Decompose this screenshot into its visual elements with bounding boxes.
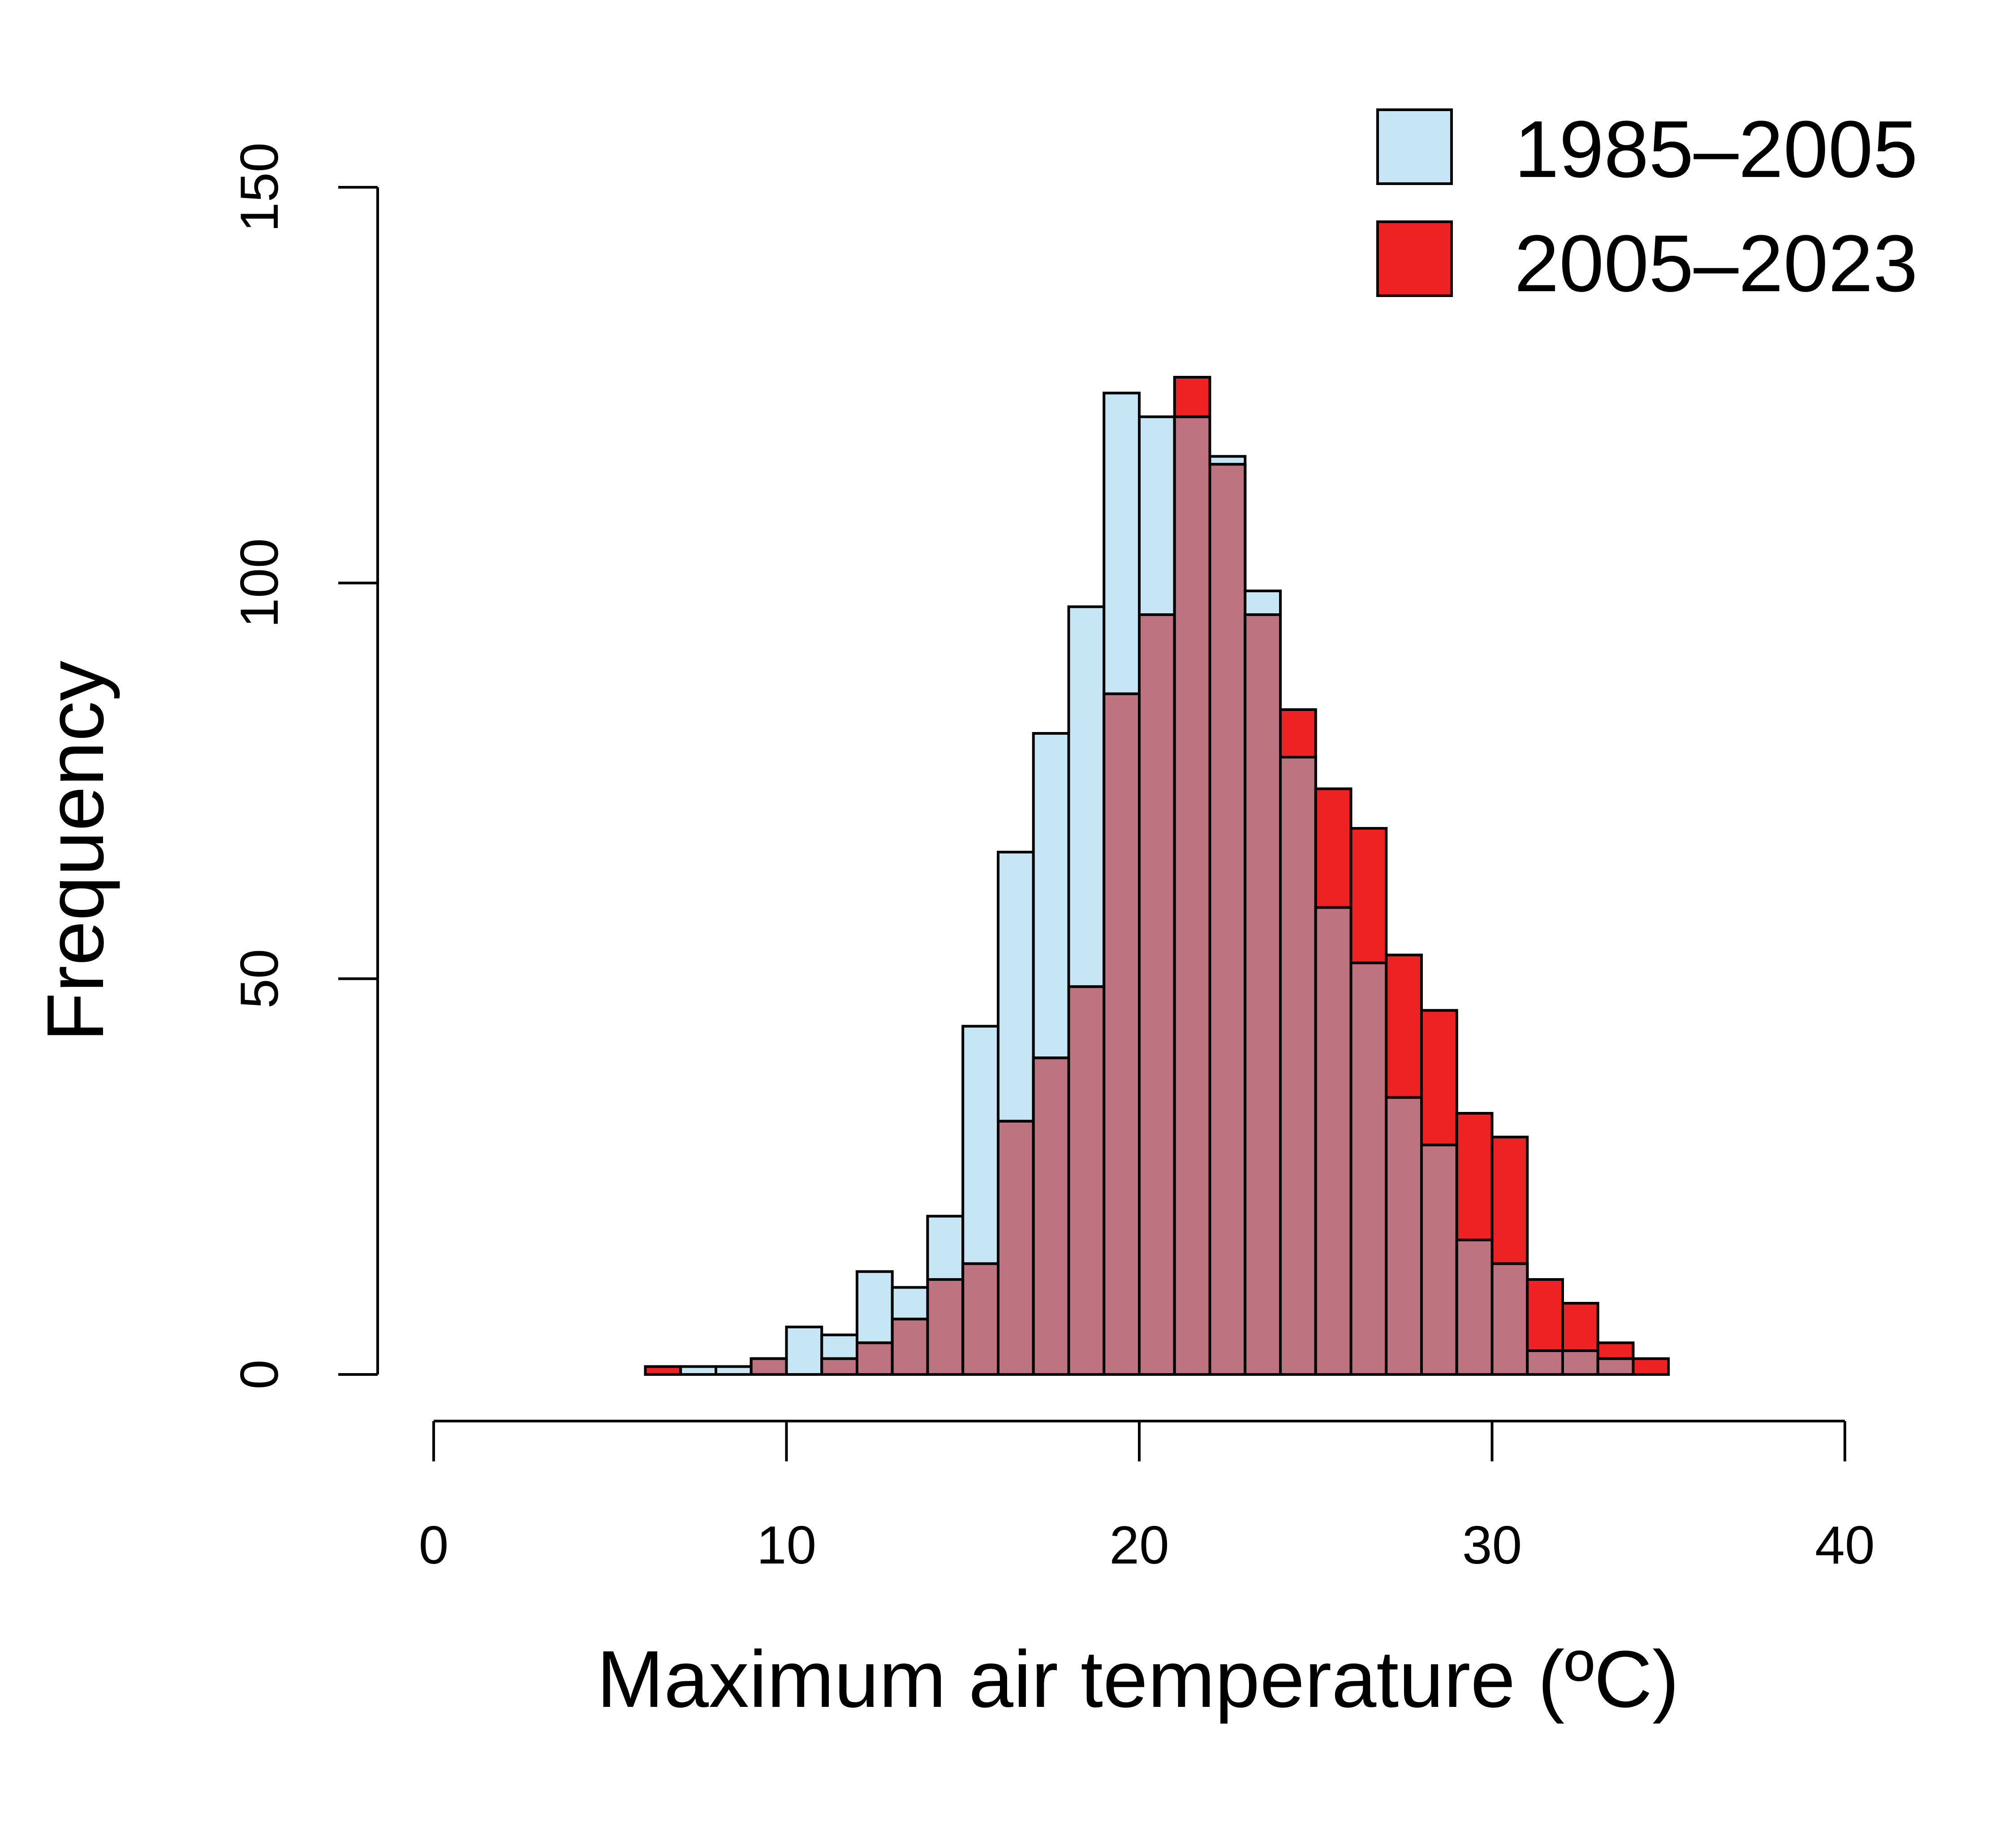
bar-overlap-bin-17 [1032, 1056, 1070, 1376]
bar-2005-2023-bin-34 [1632, 1357, 1670, 1376]
legend-label-1985-2005: 1985–2005 [1514, 104, 1918, 194]
bar-overlap-bin-29 [1455, 1238, 1494, 1376]
bar-1985-2005-bin-7 [679, 1365, 717, 1376]
x-tick-label-10: 10 [757, 1515, 816, 1575]
bar-overlap-bin-20 [1138, 613, 1176, 1376]
bar-overlap-bin-11 [820, 1357, 858, 1376]
bar-2005-2023-bin-6 [644, 1365, 682, 1376]
bar-overlap-bin-31 [1526, 1349, 1564, 1376]
bar-1985-2005-bin-10 [785, 1326, 823, 1376]
bar-overlap-bin-27 [1385, 1096, 1423, 1376]
bar-overlap-bin-32 [1561, 1349, 1599, 1376]
y-tick-label-150: 150 [229, 142, 289, 232]
bar-overlap-bin-24 [1279, 756, 1317, 1376]
legend: 1985–2005 2005–2023 [1376, 104, 1918, 309]
x-tick-label-20: 20 [1109, 1515, 1169, 1575]
bar-overlap-bin-33 [1596, 1357, 1635, 1376]
legend-swatch-1985-2005 [1376, 108, 1453, 185]
bar-overlap-bin-16 [997, 1120, 1035, 1376]
bar-1985-2005-bin-8 [715, 1365, 753, 1376]
bars-layer [644, 376, 1670, 1376]
x-axis-ticks: 0 10 20 30 40 [419, 1421, 1875, 1575]
y-tick-label-0: 0 [229, 1360, 289, 1390]
x-tick-label-0: 0 [419, 1515, 449, 1575]
y-tick-label-100: 100 [229, 538, 289, 628]
x-tick-label-40: 40 [1815, 1515, 1874, 1575]
bar-overlap-bin-14 [926, 1278, 965, 1376]
bar-overlap-bin-19 [1103, 692, 1141, 1376]
y-tick-label-50: 50 [229, 949, 289, 1008]
bar-overlap-bin-28 [1420, 1143, 1458, 1376]
bar-overlap-bin-22 [1208, 463, 1247, 1376]
bar-overlap-bin-13 [891, 1318, 929, 1376]
bar-overlap-bin-26 [1349, 961, 1388, 1376]
legend-label-2005-2023: 2005–2023 [1514, 219, 1918, 309]
bar-overlap-bin-15 [961, 1262, 999, 1376]
bar-overlap-bin-23 [1244, 613, 1282, 1376]
bar-overlap-bin-9 [750, 1357, 788, 1376]
legend-swatch-2005-2023 [1376, 220, 1453, 297]
x-tick-label-30: 30 [1462, 1515, 1522, 1575]
bar-overlap-bin-21 [1173, 415, 1211, 1376]
bar-overlap-bin-12 [856, 1341, 894, 1376]
bar-overlap-bin-25 [1314, 906, 1353, 1376]
bar-overlap-bin-18 [1067, 985, 1106, 1376]
y-axis-ticks: 0 50 100 150 [229, 142, 378, 1389]
bar-overlap-bin-30 [1490, 1262, 1529, 1376]
y-axis-title: Frequency [30, 661, 121, 1042]
x-axis-title: Maximum air temperature (ºC) [597, 1634, 1679, 1724]
